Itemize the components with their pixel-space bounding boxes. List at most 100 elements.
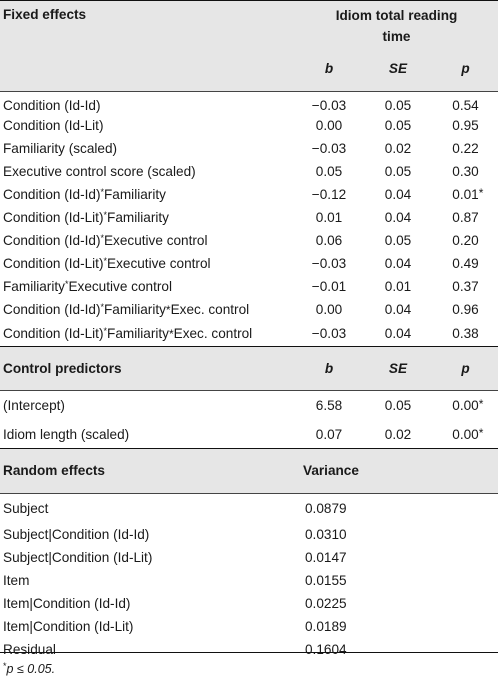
cell-p: 0.00 * [433, 390, 498, 420]
control-predictors-header-row: Control predictors b SE p [0, 345, 498, 391]
cell-variance: 0.0310 [305, 527, 347, 542]
significance-asterisk: * [478, 186, 484, 200]
cell-p: 0.54 [452, 98, 479, 114]
cell-b: 6.58 [315, 397, 343, 413]
fixed-effects-column-header-row: b SE p [0, 47, 498, 92]
table-row: Executive control score (scaled) 0.05 0.… [0, 160, 498, 183]
cell-p: 0.00 * [433, 420, 498, 448]
footnote-mark: * [3, 661, 7, 671]
control-predictors-title: Control predictors [0, 345, 295, 391]
cell-se: 0.04 [384, 187, 412, 202]
cell-b: −0.01 [311, 279, 347, 294]
cell-p: 0.95 [452, 118, 479, 133]
row-label: Condition (Id-Lit) [3, 118, 104, 133]
row-label-term-b: Familiarity [103, 187, 166, 202]
row-label-term-b: Executive control [68, 279, 172, 294]
cell-b: 0.07 [315, 427, 343, 443]
table-row: Subject|Condition (Id-Lit) 0.0147 [0, 546, 498, 569]
row-label-term-a: Familiarity [3, 279, 65, 294]
cell-se: 0.05 [384, 118, 412, 133]
cell-se: 0.04 [384, 325, 412, 341]
cell-b: −0.12 [311, 187, 347, 202]
cell-se: 0.04 [384, 210, 412, 225]
empty-header-cell [0, 47, 295, 92]
footnote-text: p ≤ 0.05. [6, 662, 56, 676]
column-header-b: b [295, 47, 363, 92]
row-label-term-b: Executive control [107, 256, 211, 271]
cell-p-value: 0.00 [452, 427, 479, 443]
cell-b: −0.03 [311, 325, 347, 341]
table-row: Condition (Id-Lit)*Executive control −0.… [0, 252, 498, 275]
cell-p: 0.37 [452, 279, 479, 294]
cell-p: 0.22 [452, 141, 479, 156]
random-effects-title: Random effects [0, 447, 295, 494]
table-row: Familiarity*Executive control −0.01 0.01… [0, 275, 498, 298]
column-header-p: p [433, 47, 498, 92]
table-row: Condition (Id-Id)*Executive control 0.06… [0, 229, 498, 252]
row-label: Familiarity (scaled) [3, 141, 118, 156]
table-row: Condition (Id-Id)*Familiarity*Exec. cont… [0, 298, 498, 321]
interaction-asterisk: * [165, 303, 171, 317]
table-row: Idiom length (scaled) 0.07 0.02 0.00 * [0, 420, 498, 448]
cell-se: 0.05 [384, 164, 412, 179]
cell-se: 0.04 [384, 302, 412, 317]
table-row: Condition (Id-Lit)*Familiarity*Exec. con… [0, 321, 498, 346]
idiom-reading-time-header-line1: Idiom total reading [335, 8, 458, 23]
cell-b: −0.03 [311, 98, 347, 114]
table-row: Condition (Id-Lit) 0.00 0.05 0.95 [0, 114, 498, 137]
cell-variance: 0.0189 [305, 619, 347, 634]
cell-p-value: 0.01 [452, 187, 479, 202]
row-label: Familiarity*Executive control [0, 275, 295, 298]
row-label: Idiom length (scaled) [3, 427, 130, 443]
interaction-asterisk: * [100, 233, 104, 243]
row-label: Item [3, 573, 30, 588]
row-label: Condition (Id-Id)*Executive control [0, 229, 295, 252]
idiom-reading-time-header: Idiom total reading time [295, 0, 498, 47]
cell-variance: 0.0225 [305, 596, 347, 611]
table-row: Condition (Id-Id) −0.03 0.05 0.54 [0, 91, 498, 114]
row-label: Condition (Id-Lit)*Familiarity*Exec. con… [0, 321, 295, 346]
row-label: Residual [3, 642, 56, 657]
cell-variance: 0.0879 [305, 500, 347, 516]
table-bottom-rule [0, 652, 498, 653]
column-header-se: SE [363, 345, 433, 391]
interaction-asterisk: * [168, 326, 174, 341]
row-label-term-a: Condition (Id-Lit) [3, 210, 104, 225]
row-label-term-b: Familiarity [103, 302, 166, 317]
cell-b: 0.00 [315, 302, 343, 317]
row-label-term-a: Condition (Id-Id) [3, 187, 101, 202]
cell-p: 0.38 [452, 325, 479, 341]
cell-se: 0.02 [384, 141, 412, 156]
row-label-term-b: Familiarity [107, 325, 169, 341]
cell-b: 0.05 [315, 164, 343, 179]
interaction-asterisk: * [103, 256, 108, 266]
idiom-reading-time-header-line2: time [382, 29, 411, 44]
column-header-se: SE [363, 47, 433, 92]
cell-se: 0.01 [384, 279, 412, 294]
row-label-term-b: Familiarity [107, 210, 169, 225]
fixed-effects-title: Fixed effects [0, 0, 295, 47]
row-label: Subject [3, 500, 49, 516]
cell-p: 0.30 [452, 164, 479, 179]
row-label: Condition (Id-Id)*Familiarity [0, 183, 295, 206]
interaction-asterisk: * [100, 302, 104, 312]
cell-se: 0.04 [384, 256, 412, 271]
table-row: Item 0.0155 [0, 569, 498, 592]
row-label: Subject|Condition (Id-Lit) [3, 550, 153, 565]
row-label-term-b: Executive control [103, 233, 208, 248]
cell-variance: 0.0147 [305, 550, 347, 565]
cell-se: 0.05 [384, 98, 412, 114]
cell-b: 0.06 [315, 233, 343, 248]
row-label: Condition (Id-Lit)*Executive control [0, 252, 295, 275]
column-header-p: p [433, 345, 498, 391]
cell-p: 0.01 * [433, 183, 498, 206]
cell-p: 0.96 [452, 302, 479, 317]
table-footnote: *p ≤ 0.05. [3, 661, 56, 676]
table-row: Condition (Id-Id)*Familiarity −0.12 0.04… [0, 183, 498, 206]
cell-se: 0.05 [384, 397, 412, 413]
column-header-variance: Variance [295, 447, 498, 494]
significance-asterisk: * [478, 426, 484, 441]
table-row: Subject 0.0879 [0, 493, 498, 523]
cell-variance: 0.0155 [305, 573, 347, 588]
